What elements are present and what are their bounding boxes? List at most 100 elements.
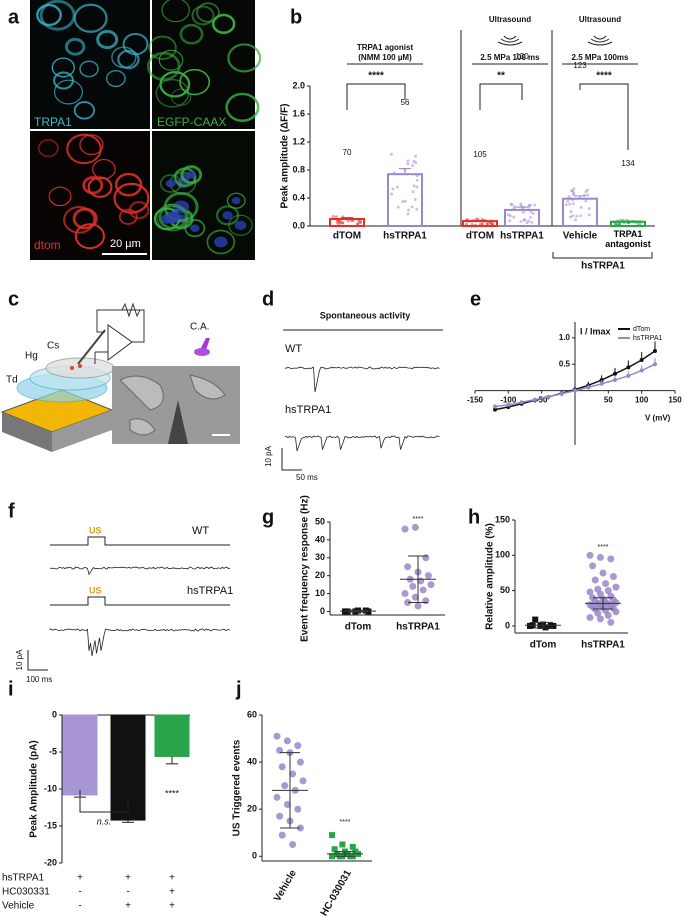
panel-letter: j	[235, 678, 242, 700]
trace	[49, 566, 231, 576]
dot	[478, 222, 482, 226]
y-tick-label: 0	[505, 620, 510, 630]
point	[419, 586, 427, 594]
x-tick-label: -100	[500, 396, 517, 405]
cell	[184, 219, 206, 238]
scale-label: 10 pA	[15, 649, 24, 671]
legend-label: hsTRPA1	[633, 335, 663, 342]
trace-label: hsTRPA1	[187, 585, 233, 597]
ultrasound-icon	[497, 41, 523, 46]
cell	[53, 71, 74, 90]
significance: ****	[340, 819, 351, 826]
dot	[470, 223, 474, 227]
y-axis-label: Event frequency response (Hz)	[300, 495, 311, 642]
cell	[226, 192, 246, 209]
x-tick-label: dTom	[530, 640, 557, 651]
dot	[509, 202, 513, 206]
point	[493, 404, 497, 409]
sig-bracket	[579, 83, 629, 150]
dot	[334, 215, 338, 219]
bar	[62, 714, 98, 796]
dot	[568, 202, 572, 206]
dot	[331, 214, 335, 218]
cell	[79, 134, 104, 156]
significance: **	[497, 71, 505, 82]
cell	[48, 186, 72, 207]
dot	[410, 205, 414, 209]
x-tick-label: Vehicle	[563, 231, 598, 242]
y-axis-label: Peak Amplitude (pA)	[29, 740, 40, 837]
scale-label: 10 pA	[264, 445, 273, 467]
y-tick-label: -10	[44, 783, 57, 793]
n-label: 134	[621, 159, 635, 168]
group-label: (NMM 100 µM)	[358, 53, 412, 62]
y-tick-label: 30	[315, 552, 325, 562]
dot	[631, 219, 635, 223]
nucleus	[186, 170, 196, 179]
cell	[117, 49, 140, 70]
dot	[415, 185, 419, 189]
bar	[562, 197, 598, 227]
panel-letter: c	[8, 288, 19, 310]
dot	[625, 218, 629, 222]
table-cell: +	[125, 873, 131, 884]
dot	[521, 210, 525, 214]
dot	[571, 214, 575, 218]
n-label: 56	[401, 98, 410, 107]
table-cell: HC030331	[2, 887, 50, 898]
y-tick-label: -5	[49, 746, 57, 756]
dot	[337, 222, 341, 226]
dot	[586, 193, 590, 197]
scale-label: 20 µm	[110, 238, 141, 250]
nucleus	[166, 211, 180, 223]
n-label: 123	[573, 61, 587, 70]
cell	[73, 101, 96, 120]
point	[596, 615, 604, 623]
scale-bar	[27, 650, 48, 671]
point	[626, 373, 631, 378]
group-label: 2.5 MPa 100ms	[572, 53, 629, 62]
cell	[180, 165, 203, 185]
point	[283, 800, 291, 808]
dot	[638, 222, 642, 226]
x-tick-label: -150	[467, 396, 484, 405]
x-tick-label: hsTRPA1	[581, 640, 625, 651]
group-label: Ultrasound	[579, 15, 621, 24]
point	[639, 358, 644, 362]
x-tick-label: dTOM	[333, 231, 361, 242]
dot	[411, 190, 415, 194]
significance: ****	[598, 544, 609, 551]
point	[411, 593, 419, 601]
cell	[96, 29, 119, 50]
cell	[159, 70, 191, 98]
panel-letter: h	[468, 506, 480, 528]
channel-label: EGFP-CAAX	[157, 115, 226, 129]
dot	[413, 198, 417, 202]
cell	[179, 23, 204, 45]
dot	[340, 221, 344, 225]
sig-bracket	[479, 83, 523, 110]
x-tick-label: hsTRPA1	[396, 622, 440, 633]
point	[542, 624, 549, 631]
point	[532, 616, 539, 623]
nucleus	[234, 220, 247, 230]
x-tick-label: hsTRPA1	[383, 231, 427, 242]
y-tick-label: 0.0	[292, 220, 305, 230]
y-tick-label: 2.0	[292, 80, 305, 90]
cell	[156, 203, 189, 232]
point	[414, 602, 422, 610]
dot	[566, 199, 570, 203]
cell	[36, 3, 62, 27]
cell	[227, 43, 262, 73]
group-label: 2.5 MPa 100 ms	[480, 53, 540, 62]
x-tick-label: TRPA1 antagonist	[605, 229, 651, 249]
cell	[114, 172, 143, 197]
cell	[158, 204, 188, 230]
significance: ****	[413, 516, 424, 523]
y-tick-label: 0.5	[559, 359, 571, 368]
dot	[471, 219, 475, 223]
nucleus	[165, 179, 176, 188]
point	[281, 782, 289, 790]
cell	[146, 51, 181, 81]
